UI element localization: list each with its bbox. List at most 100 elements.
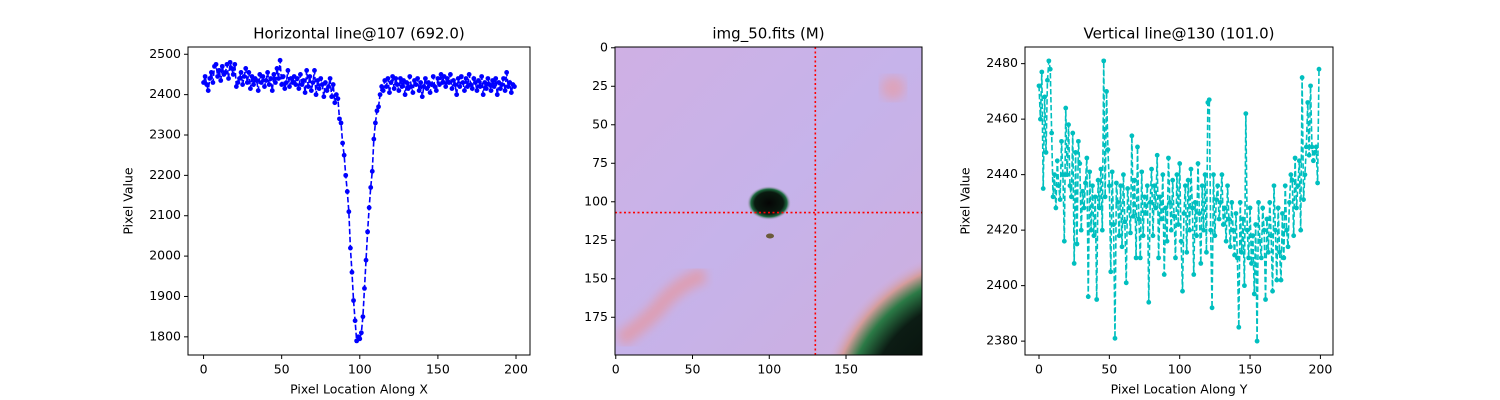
data-point (240, 82, 246, 87)
data-point (1050, 194, 1056, 200)
data-point (1125, 186, 1131, 191)
data-point (279, 82, 285, 87)
data-point (366, 205, 372, 211)
data-point (479, 74, 485, 79)
data-point (1289, 177, 1295, 183)
data-point (1092, 194, 1098, 200)
data-point (1257, 238, 1263, 244)
data-point (1226, 216, 1232, 222)
data-point (458, 74, 464, 79)
data-point (1163, 205, 1169, 211)
data-point (457, 84, 463, 89)
chart-title: Horizontal line@107 (692.0) (253, 25, 464, 43)
data-point (1313, 144, 1319, 150)
y-tick-label: 2000 (149, 248, 181, 263)
data-point (1189, 205, 1195, 211)
y-tick-label: 50 (592, 116, 608, 131)
data-point (223, 70, 228, 75)
data-point (480, 92, 486, 98)
data-point (1237, 199, 1243, 205)
y-tick-label: 2440 (986, 166, 1018, 181)
data-point (1202, 172, 1208, 178)
data-point (1187, 227, 1192, 233)
data-point (1250, 233, 1256, 239)
data-point (1140, 233, 1146, 239)
data-point (1097, 205, 1102, 211)
data-point (1249, 261, 1254, 266)
data-point (1170, 177, 1176, 183)
data-point (488, 88, 494, 93)
data-point (1056, 183, 1062, 189)
data-point (1265, 249, 1271, 255)
data-point (1102, 194, 1108, 200)
data-point (1036, 83, 1042, 89)
data-point (1146, 299, 1152, 305)
data-point (1049, 130, 1055, 136)
data-point (404, 80, 410, 85)
data-point (1310, 158, 1316, 164)
data-point (1211, 172, 1216, 178)
data-point (1167, 199, 1173, 205)
data-point (1135, 144, 1140, 150)
y-tick-label: 1800 (149, 328, 181, 343)
data-point (1261, 227, 1267, 233)
data-point (1047, 66, 1053, 72)
y-tick-label: 2460 (986, 111, 1018, 126)
data-point (1168, 227, 1174, 233)
data-point (277, 57, 283, 63)
data-point (469, 86, 475, 91)
data-point (1149, 166, 1154, 172)
data-point (369, 168, 375, 174)
data-point (399, 84, 405, 89)
data-point (1277, 249, 1283, 255)
data-point (1166, 155, 1171, 161)
data-point (248, 86, 253, 91)
data-point (430, 74, 436, 79)
y-tick-label: 2100 (149, 207, 181, 222)
data-point (1180, 288, 1185, 294)
data-point (1178, 238, 1184, 244)
x-tick-label: 50 (685, 362, 701, 377)
data-point (1303, 144, 1309, 150)
data-point (1151, 183, 1157, 189)
data-point (269, 88, 275, 93)
data-point (280, 74, 286, 79)
data-point (329, 94, 335, 100)
data-point (310, 80, 316, 85)
data-point (483, 86, 489, 91)
data-point (285, 68, 291, 73)
data-point (508, 90, 514, 96)
data-point (1177, 161, 1183, 166)
y-tick-label: 100 (584, 193, 608, 208)
data-point (1109, 169, 1115, 175)
data-point (485, 76, 491, 81)
data-point (468, 82, 474, 87)
data-point (243, 65, 249, 71)
x-tick-label: 150 (834, 362, 858, 377)
data-point (305, 84, 311, 89)
data-point (452, 82, 458, 87)
data-point (215, 74, 221, 79)
data-point (346, 209, 352, 215)
y-axis-label: Pixel Value (121, 167, 136, 235)
data-point (449, 86, 455, 91)
data-point (1057, 197, 1063, 203)
data-point (493, 76, 499, 81)
data-point (1147, 199, 1153, 205)
data-point (1111, 222, 1116, 227)
data-point (271, 72, 277, 77)
data-point (505, 84, 511, 89)
data-point (1121, 172, 1126, 178)
data-point (318, 76, 324, 81)
data-point (316, 86, 322, 91)
data-point (344, 189, 350, 194)
data-point (1204, 249, 1209, 255)
data-point (1222, 205, 1228, 211)
data-point (1067, 183, 1073, 189)
data-point (451, 78, 456, 83)
x-tick-label: 0 (612, 362, 620, 377)
data-point (497, 86, 503, 91)
data-point (1282, 183, 1288, 189)
data-point (233, 84, 239, 89)
data-point (258, 80, 264, 85)
